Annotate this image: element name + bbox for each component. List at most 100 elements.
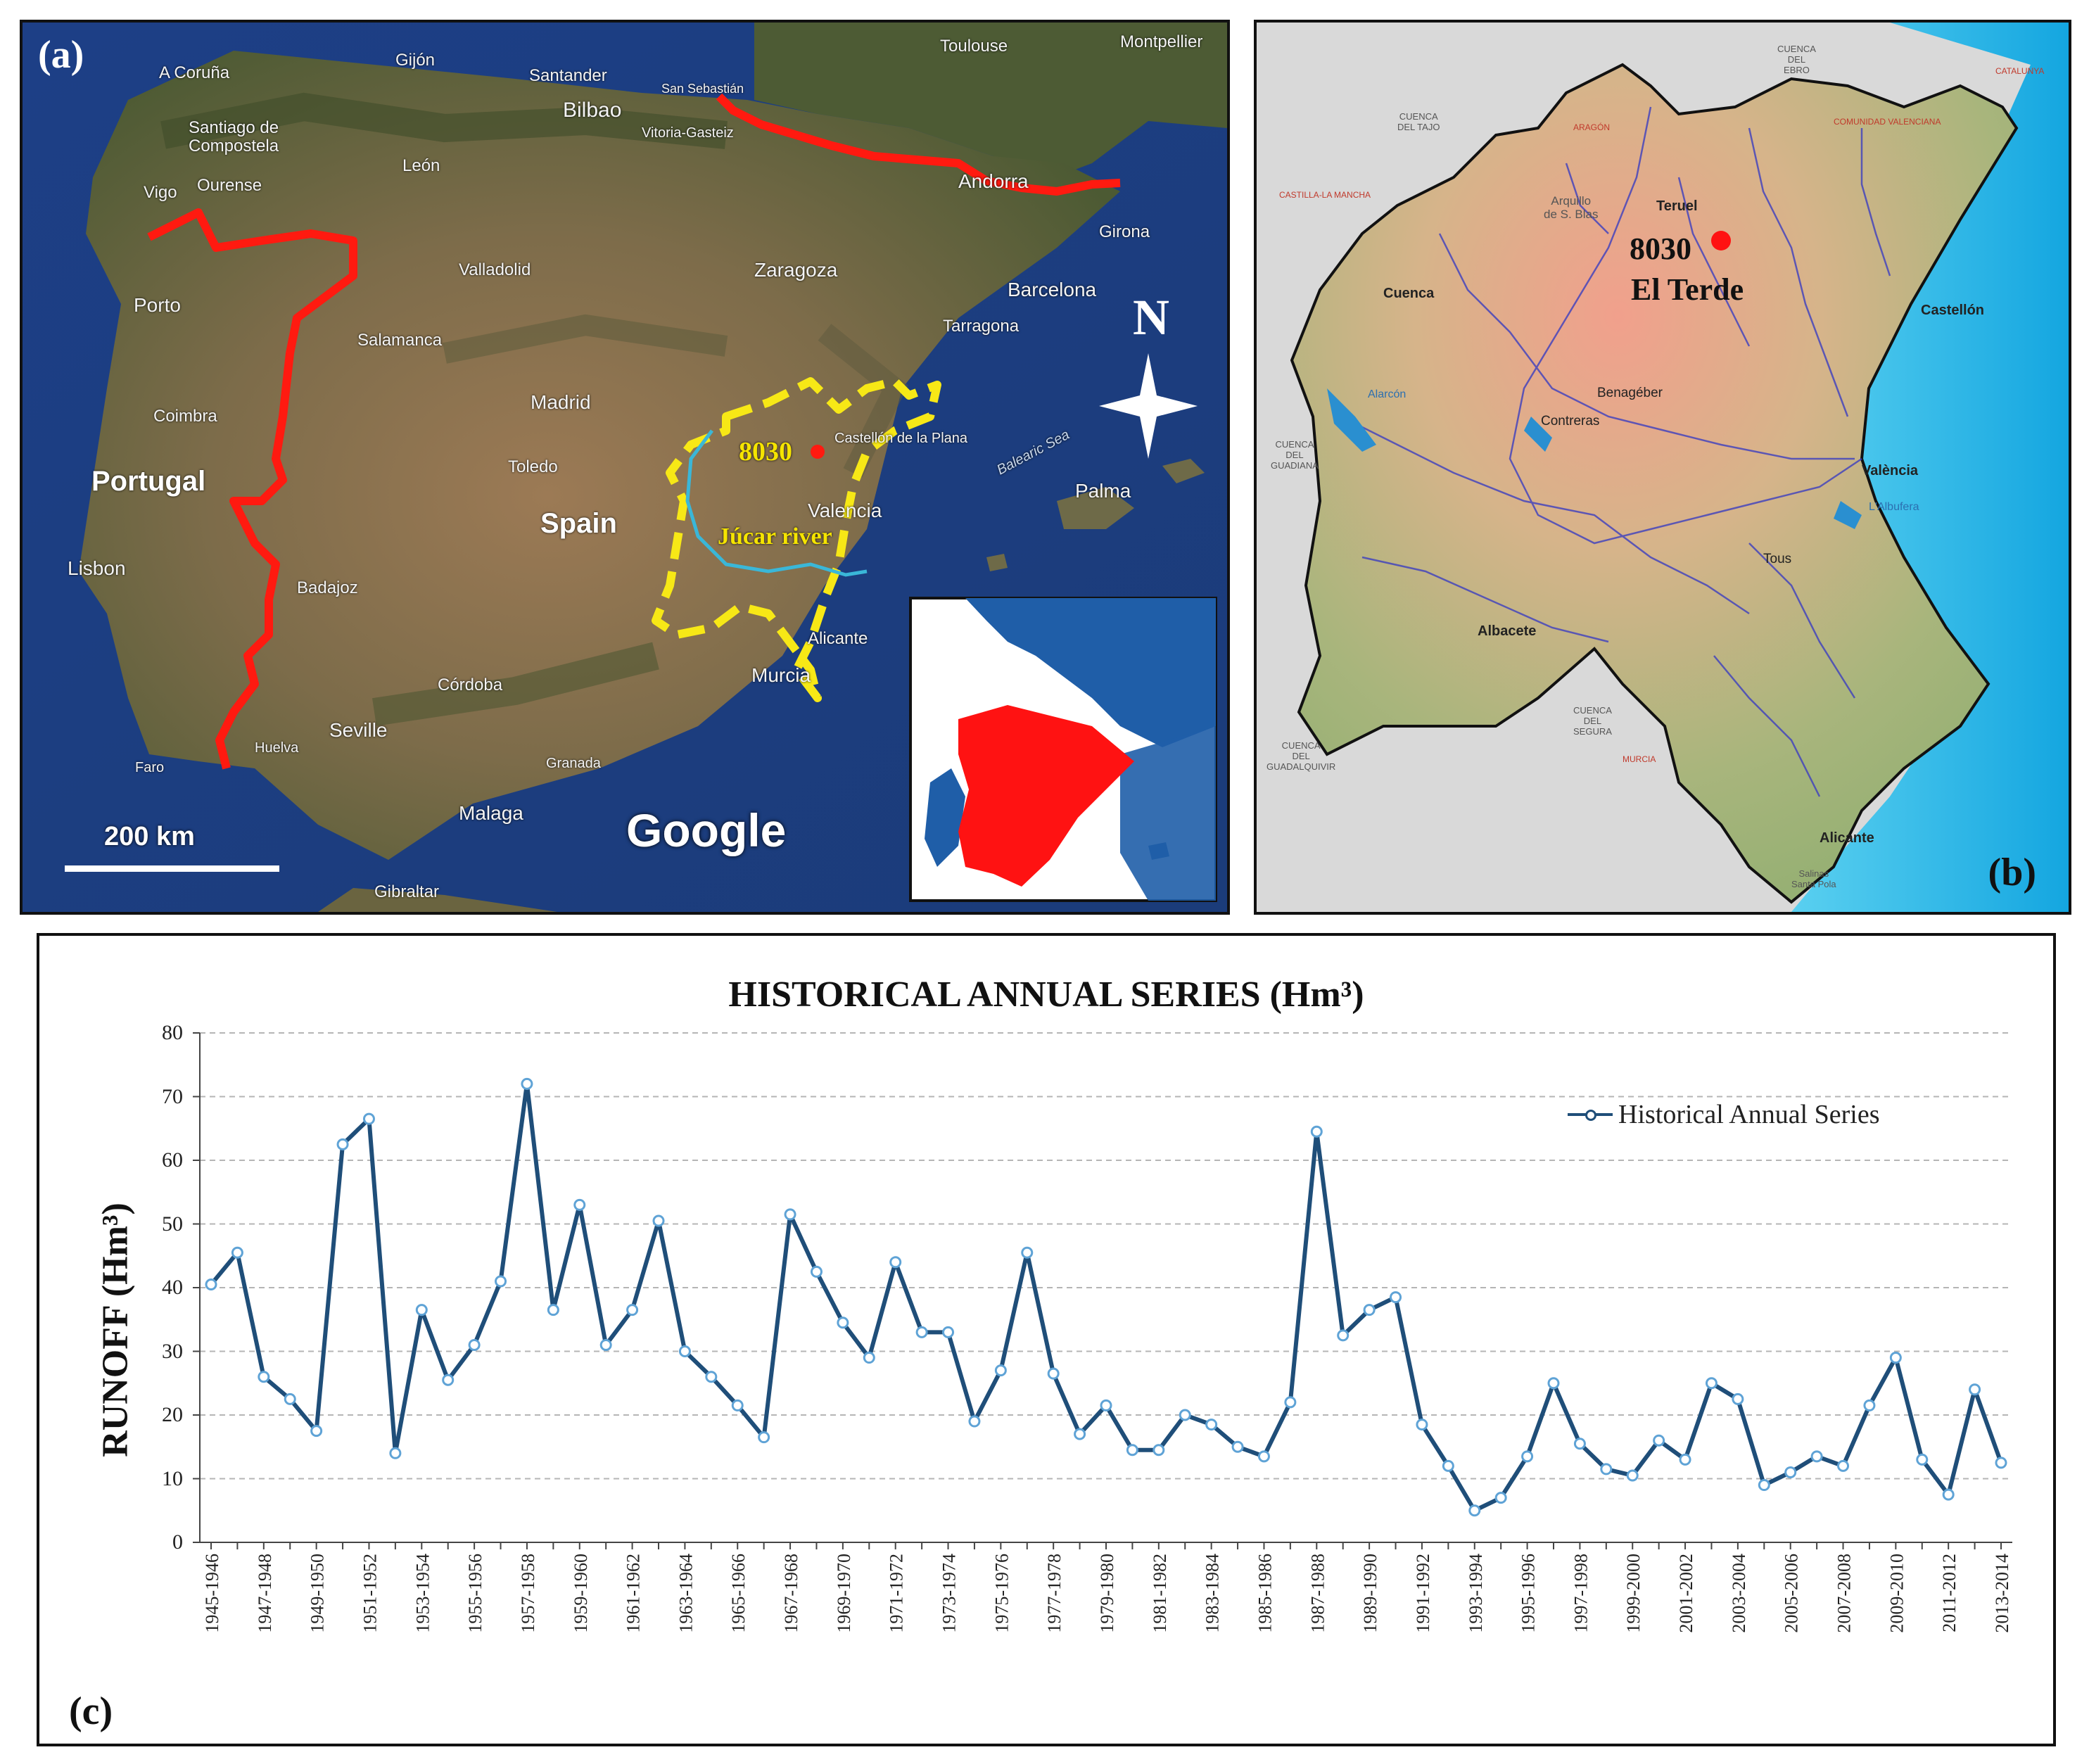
x-tick-label: 1985-1986 — [1255, 1554, 1275, 1633]
x-tick-label: 1987-1988 — [1307, 1554, 1328, 1633]
data-point — [1863, 1399, 1876, 1411]
x-tick-label: 1983-1984 — [1202, 1554, 1223, 1633]
city-label-santiago-1: Santiago de — [189, 118, 279, 137]
data-point — [915, 1326, 928, 1338]
x-tick-label: 1951-1952 — [360, 1554, 380, 1633]
city-label-barcelona: Barcelona — [1008, 279, 1097, 300]
data-point — [942, 1326, 955, 1338]
y-tick-label: 60 — [162, 1148, 183, 1172]
data-point — [1442, 1459, 1454, 1472]
country-label-portugal: Portugal — [91, 466, 206, 497]
data-point — [1679, 1453, 1691, 1466]
x-tick-label: 1965-1966 — [728, 1554, 749, 1633]
city-label-alicante: Alicante — [808, 629, 868, 648]
x-tick-label: 1961-1962 — [623, 1554, 644, 1633]
city-label-castellon: Castellón — [1921, 303, 1985, 318]
city-label-badajoz: Badajoz — [297, 578, 358, 597]
city-label-malaga: Malaga — [459, 802, 523, 824]
city-label-alicante: Alicante — [1820, 830, 1874, 846]
data-point — [1969, 1383, 1981, 1396]
data-point — [1310, 1125, 1323, 1138]
google-watermark: Google — [626, 804, 787, 856]
data-point — [1074, 1428, 1086, 1440]
data-point — [705, 1371, 718, 1383]
x-tick-label: 2003-2004 — [1729, 1554, 1749, 1633]
city-label-santander: Santander — [529, 66, 607, 85]
city-label-porto: Porto — [134, 294, 181, 316]
city-label-santiago-2: Compostela — [189, 137, 279, 156]
x-tick-label: 1967-1968 — [781, 1554, 801, 1633]
x-tick-label: 1989-1990 — [1360, 1554, 1380, 1633]
city-label-gijon: Gijón — [395, 51, 436, 70]
x-tick-label: 1975-1976 — [991, 1554, 1012, 1633]
city-label-toulouse: Toulouse — [940, 37, 1008, 56]
city-label-vitoria: Vitoria-Gasteiz — [642, 125, 734, 141]
x-tick-label: 1973-1974 — [939, 1554, 960, 1633]
x-tick-label: 1993-1994 — [1466, 1554, 1486, 1633]
data-point — [863, 1352, 875, 1364]
city-label-seville: Seville — [329, 719, 388, 741]
city-label-granada: Granada — [546, 756, 601, 771]
data-point — [1337, 1329, 1350, 1342]
city-label-palma: Palma — [1075, 480, 1131, 502]
data-point — [258, 1371, 270, 1383]
data-point — [1284, 1396, 1297, 1409]
data-point — [678, 1345, 691, 1357]
x-tick-label: 1979-1980 — [1097, 1554, 1117, 1633]
city-label-salamanca: Salamanca — [357, 331, 443, 350]
data-point — [1494, 1492, 1507, 1504]
legend-series-label: Historical Annual Series — [1618, 1100, 1880, 1129]
city-label-ourense: Ourense — [197, 176, 262, 195]
data-point — [1547, 1377, 1560, 1390]
data-point — [1600, 1463, 1613, 1476]
reservoir-label-contreras: Contreras — [1541, 414, 1600, 429]
data-point — [1257, 1450, 1270, 1463]
x-tick-label: 2007-2008 — [1834, 1554, 1855, 1633]
x-tick-label: 1957-1958 — [518, 1554, 538, 1633]
panel-letter-a: (a) — [38, 33, 84, 77]
data-point — [1758, 1479, 1770, 1492]
data-point — [968, 1415, 981, 1428]
data-point — [1916, 1453, 1929, 1466]
reservoir-label-alarcon: Alarcón — [1368, 388, 1407, 400]
city-label-lisbon: Lisbon — [68, 557, 126, 579]
panel-letter-c: (c) — [69, 1689, 113, 1733]
runoff-line-chart: 1945-1946 1947-1948 1949-1950 1951-1952 1953… — [193, 1032, 2012, 1633]
city-label-cuenca: Cuenca — [1383, 286, 1435, 301]
data-point — [784, 1208, 796, 1221]
data-point — [626, 1304, 639, 1316]
x-tick-label: 2001-2002 — [1676, 1554, 1696, 1633]
data-point — [1732, 1392, 1744, 1405]
y-tick-label: 10 — [162, 1466, 183, 1490]
city-label-leon: León — [402, 156, 440, 175]
x-tick-label: 1991-1992 — [1413, 1554, 1433, 1633]
city-label-zaragoza: Zaragoza — [754, 259, 838, 281]
city-label-faro: Faro — [135, 760, 165, 775]
station-name-label: El Terde — [1631, 272, 1744, 307]
data-point — [310, 1425, 323, 1438]
basin-label-guadiana: CUENCA DEL GUADIANA — [1271, 439, 1319, 471]
data-point — [1100, 1399, 1112, 1411]
data-point — [1205, 1419, 1218, 1431]
city-label-valencia: Valencia — [808, 500, 882, 521]
chart-legend: Historical Annual Series — [1568, 1099, 1879, 1130]
station-code-label: 8030 — [1630, 231, 1691, 266]
scale-bar-label: 200 km — [104, 822, 195, 851]
data-point — [1942, 1488, 1955, 1501]
y-tick-label: 80 — [162, 1021, 183, 1044]
x-tick-label: 2009-2010 — [1886, 1554, 1907, 1633]
city-label-girona: Girona — [1099, 222, 1150, 241]
river-label-jucar: Júcar river — [718, 524, 832, 550]
reservoir-label-tous: Tous — [1763, 552, 1792, 566]
data-point — [1810, 1450, 1823, 1463]
reservoir-label-arquillo: Arquillo de S. Blas — [1544, 194, 1599, 221]
reservoir-label-benageber: Benagéber — [1597, 386, 1663, 400]
basin-label-ebro: CUENCA DEL EBRO — [1777, 44, 1816, 75]
lake-label-albufera: L'Albufera — [1869, 501, 1919, 513]
y-tick-label: 40 — [162, 1276, 183, 1299]
data-point — [1889, 1352, 1902, 1364]
y-tick-label: 50 — [162, 1212, 183, 1236]
x-tick-label: 1995-1996 — [1518, 1554, 1539, 1633]
basin-label-tajo: CUENCA DEL TAJO — [1397, 111, 1440, 132]
city-label-san-sebastian: San Sebastián — [661, 82, 744, 96]
